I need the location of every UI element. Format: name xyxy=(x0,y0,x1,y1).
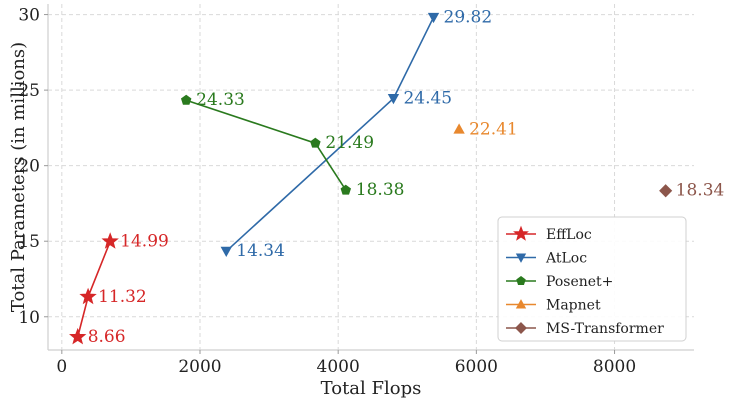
axes: 0 2000 4000 6000 8000 10 15 20 25 30 xyxy=(18,4,694,377)
y-tick-label: 25 xyxy=(18,81,40,101)
y-tick-label: 20 xyxy=(18,157,40,177)
legend-label: AtLoc xyxy=(545,251,587,267)
series-posenet-: 24.33 21.49 18.38 xyxy=(180,90,405,200)
legend-label: Mapnet xyxy=(546,298,601,314)
x-tick-label: 6000 xyxy=(455,357,498,377)
series-ms-transformer: 18.34 xyxy=(659,181,725,201)
triangle-down-marker xyxy=(387,94,400,105)
legend-box xyxy=(497,216,687,342)
y-tick-label: 10 xyxy=(18,308,40,328)
x-tick-label: 4000 xyxy=(317,357,360,377)
legend-entry: AtLoc xyxy=(506,251,587,267)
series-line xyxy=(185,99,347,191)
x-axis-title: Total Flops xyxy=(321,378,422,399)
star-marker xyxy=(513,225,529,241)
data-label: 29.82 xyxy=(444,7,493,27)
pentagon-marker xyxy=(340,184,352,195)
x-tick-label: 8000 xyxy=(593,357,636,377)
legend-entry: EffLoc xyxy=(506,225,592,243)
data-label: 8.66 xyxy=(88,327,126,347)
pentagon-marker xyxy=(310,137,321,148)
star-marker xyxy=(69,327,87,345)
x-tick-label: 0 xyxy=(56,357,67,377)
legend-label: EffLoc xyxy=(546,227,592,243)
series-atloc: 14.34 24.45 29.82 xyxy=(220,7,493,261)
diamond-marker xyxy=(515,322,527,334)
triangle-down-marker xyxy=(220,246,232,258)
triangle-up-marker xyxy=(453,123,465,134)
diamond-marker xyxy=(659,184,673,198)
series-mapnet: 22.41 xyxy=(453,119,518,139)
series-effloc: 8.66 11.32 14.99 xyxy=(69,231,169,347)
triangle-down-marker xyxy=(427,12,440,24)
legend-entry: Mapnet xyxy=(506,298,601,314)
y-tick-label: 30 xyxy=(18,6,40,26)
legend-label: MS-Transformer xyxy=(546,321,664,337)
data-label: 22.41 xyxy=(469,119,518,139)
x-tick-label: 2000 xyxy=(178,357,221,377)
y-axis-title: Total Parameters (in millions) xyxy=(8,42,29,312)
legend-entry: Posenet+ xyxy=(506,274,613,290)
triangle-down-marker xyxy=(515,253,527,263)
pentagon-marker xyxy=(516,276,526,286)
legend-label: Posenet+ xyxy=(546,274,613,290)
data-label: 14.99 xyxy=(120,231,169,251)
data-label: 21.49 xyxy=(325,133,374,153)
star-marker xyxy=(79,287,97,305)
data-label: 18.34 xyxy=(676,181,725,201)
triangle-up-marker xyxy=(515,299,527,309)
data-label: 24.33 xyxy=(196,90,245,110)
pentagon-marker xyxy=(180,94,192,105)
legend: EffLoc AtLoc Posenet+ Mapnet MS-Transformer xyxy=(497,216,687,342)
y-tick-label: 15 xyxy=(18,232,40,252)
data-label: 11.32 xyxy=(98,287,147,307)
data-label: 24.45 xyxy=(403,88,452,108)
data-label: 18.38 xyxy=(356,180,405,200)
data-label: 14.34 xyxy=(236,241,285,261)
legend-entry: MS-Transformer xyxy=(506,321,664,337)
star-marker xyxy=(101,232,119,249)
